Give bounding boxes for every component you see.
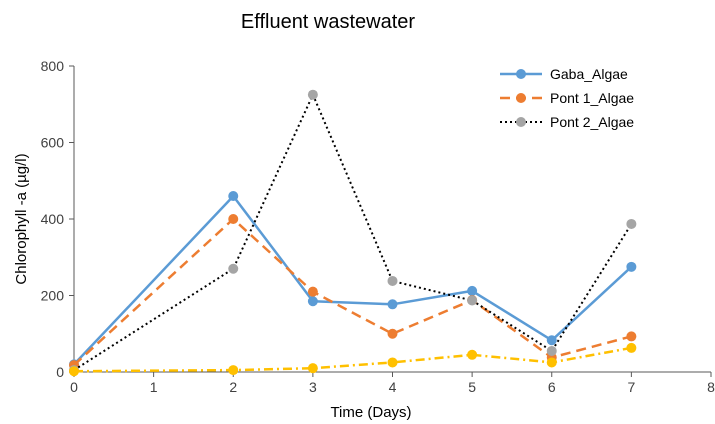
- data-point: [307, 286, 318, 297]
- legend-item: Pont 1_Algae: [500, 90, 634, 106]
- data-point: [228, 263, 239, 274]
- y-tick-label: 0: [56, 364, 64, 380]
- data-point: [307, 89, 318, 100]
- data-point: [228, 365, 239, 376]
- data-point: [387, 275, 398, 286]
- y-tick-label: 200: [41, 288, 65, 304]
- data-point: [546, 345, 557, 356]
- data-point: [626, 261, 637, 272]
- legend-item: Gaba_Algae: [500, 66, 628, 82]
- legend-label: Gaba_Algae: [550, 66, 628, 82]
- legend-marker: [516, 93, 526, 103]
- y-tick-label: 600: [41, 135, 65, 151]
- data-point: [546, 335, 557, 346]
- x-tick-label: 8: [707, 379, 715, 395]
- data-point: [69, 366, 79, 377]
- data-point: [626, 331, 637, 342]
- legend-item: Pont 2_Algae: [500, 114, 634, 130]
- x-axis-title: Time (Days): [330, 404, 411, 421]
- y-tick-label: 400: [41, 211, 65, 227]
- data-point: [546, 357, 557, 368]
- series-1: [69, 191, 637, 370]
- x-tick-label: 0: [70, 379, 78, 395]
- y-axis-title: Chlorophyll -a (µg/l): [13, 153, 30, 284]
- data-point: [387, 299, 398, 310]
- series-3: [69, 89, 637, 376]
- x-tick-label: 1: [150, 379, 158, 395]
- x-tick-label: 7: [627, 379, 635, 395]
- data-point: [387, 328, 398, 339]
- axes: 0 1 2 3 4 5 6 7 8 0 200 400 600 800: [41, 58, 715, 395]
- y-tick-label: 800: [41, 58, 65, 74]
- x-tick-label: 3: [309, 379, 317, 395]
- series-4: [69, 342, 637, 377]
- x-tick-label: 4: [389, 379, 397, 395]
- legend-marker: [516, 117, 526, 127]
- data-point: [228, 214, 239, 224]
- data-point: [467, 349, 478, 360]
- x-tick-label: 2: [229, 379, 237, 395]
- data-point: [307, 296, 318, 307]
- data-point: [626, 342, 637, 353]
- data-point: [467, 285, 478, 296]
- legend-marker: [516, 69, 526, 79]
- data-point: [307, 363, 318, 374]
- data-point: [467, 295, 478, 306]
- data-point: [228, 191, 239, 202]
- x-tick-label: 6: [548, 379, 556, 395]
- chart-title: Effluent wastewater: [241, 11, 416, 33]
- series-line: [73, 93, 633, 371]
- legend-label: Pont 2_Algae: [550, 114, 634, 130]
- data-point: [626, 218, 637, 229]
- legend: Gaba_Algae Pont 1_Algae Pont 2_Algae: [500, 66, 634, 130]
- x-tick-label: 5: [468, 379, 476, 395]
- legend-label: Pont 1_Algae: [550, 90, 634, 106]
- series-layer: [69, 89, 637, 377]
- data-point: [387, 357, 398, 368]
